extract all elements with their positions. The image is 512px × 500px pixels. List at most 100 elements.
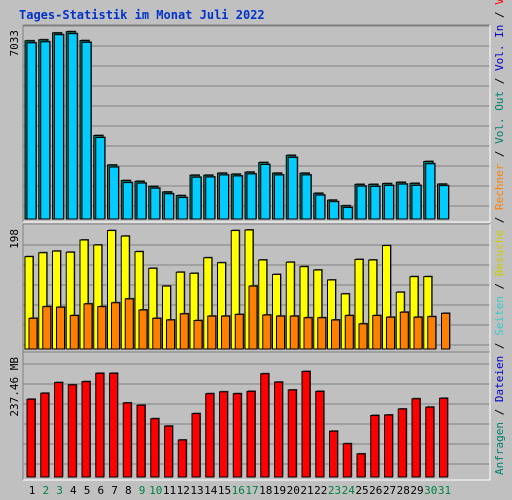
bar-rechner-day-20 bbox=[289, 315, 299, 350]
x-tick-label: 3 bbox=[56, 484, 63, 497]
x-tick-label: 15 bbox=[218, 484, 231, 497]
x-tick-label: 7 bbox=[111, 484, 118, 497]
legend-entry: / bbox=[493, 336, 506, 356]
bar-rechner-day-31 bbox=[441, 312, 450, 350]
bar-volumen-day-8 bbox=[122, 402, 132, 478]
x-tick-label: 18 bbox=[259, 484, 272, 497]
bar-volumen-day-21 bbox=[301, 370, 311, 478]
bar-volumen-day-4 bbox=[67, 384, 77, 478]
panel-2: 198 bbox=[8, 223, 491, 353]
bar-rechner-day-29 bbox=[413, 316, 423, 350]
x-tick-label: 29 bbox=[410, 484, 423, 497]
legend-entry: / bbox=[493, 71, 506, 91]
bar-volumen-day-15 bbox=[219, 391, 228, 478]
legend-entry: / bbox=[493, 276, 506, 296]
bar-rechner-day-10 bbox=[152, 317, 162, 350]
bar-dateien-day-16 bbox=[232, 175, 243, 220]
legend-entry: Dateien bbox=[493, 356, 506, 402]
bar-volumen-day-16 bbox=[232, 393, 242, 478]
bar-volumen-day-22 bbox=[315, 390, 325, 478]
bar-volumen-day-29 bbox=[411, 398, 421, 478]
x-tick-label: 24 bbox=[342, 484, 356, 497]
bar-dateien-day-1 bbox=[26, 42, 37, 220]
bar-dateien-day-31 bbox=[439, 185, 449, 220]
bar-volumen-day-24 bbox=[342, 443, 352, 478]
x-tick-label: 6 bbox=[97, 484, 104, 497]
legend-entry: Besuche bbox=[493, 230, 506, 276]
bar-dateien-day-5 bbox=[81, 41, 92, 220]
bar-dateien-day-11 bbox=[164, 193, 174, 220]
legend-entry: / bbox=[493, 5, 506, 25]
bar-rechner-day-7 bbox=[111, 302, 120, 350]
bar-dateien-day-15 bbox=[219, 174, 229, 220]
bar-dateien-day-17 bbox=[246, 173, 257, 220]
bar-rechner-day-5 bbox=[83, 303, 93, 350]
bar-dateien-day-25 bbox=[356, 185, 367, 220]
x-tick-label: 10 bbox=[149, 484, 162, 497]
bar-volumen-day-7 bbox=[109, 372, 118, 478]
x-tick-label: 23 bbox=[328, 484, 341, 497]
x-tick-label: 9 bbox=[139, 484, 146, 497]
x-tick-label: 22 bbox=[314, 484, 327, 497]
bar-volumen-day-30 bbox=[425, 406, 435, 478]
bar-dateien-day-24 bbox=[342, 207, 353, 220]
x-tick-label: 5 bbox=[84, 484, 91, 497]
bar-volumen-day-14 bbox=[205, 393, 215, 478]
x-tick-label: 30 bbox=[424, 484, 437, 497]
bar-volumen-day-23 bbox=[329, 430, 338, 478]
bar-volumen-day-27 bbox=[384, 414, 393, 478]
bar-volumen-day-25 bbox=[356, 453, 366, 478]
x-tick-label: 25 bbox=[355, 484, 368, 497]
bar-rechner-day-4 bbox=[69, 315, 79, 350]
x-tick-label: 2 bbox=[42, 484, 49, 497]
bar-volumen-day-2 bbox=[40, 392, 50, 478]
bar-volumen-day-1 bbox=[26, 398, 36, 478]
bar-dateien-day-30 bbox=[425, 163, 436, 220]
bar-dateien-day-22 bbox=[315, 194, 326, 220]
legend-entry: Seiten bbox=[493, 296, 506, 336]
legend-entry: Anfragen bbox=[493, 422, 506, 475]
bar-dateien-day-3 bbox=[54, 34, 64, 220]
bar-volumen-day-19 bbox=[274, 381, 283, 478]
legend-entry: Volumen bbox=[493, 0, 506, 5]
bar-rechner-day-16 bbox=[234, 313, 244, 350]
x-tick-label: 20 bbox=[287, 484, 300, 497]
bar-rechner-day-3 bbox=[56, 306, 65, 350]
x-tick-label: 4 bbox=[70, 484, 77, 497]
bar-volumen-day-13 bbox=[191, 413, 201, 478]
bar-volumen-day-5 bbox=[81, 381, 91, 478]
bar-volumen-day-20 bbox=[287, 389, 297, 478]
bar-volumen-day-18 bbox=[260, 373, 270, 478]
legend-entry: Rechner bbox=[493, 163, 506, 210]
bar-dateien-day-6 bbox=[95, 137, 106, 220]
bar-volumen-day-17 bbox=[246, 390, 256, 478]
x-tick-label: 8 bbox=[125, 484, 132, 497]
bar-dateien-day-18 bbox=[260, 164, 271, 220]
bar-dateien-day-4 bbox=[67, 33, 78, 220]
bar-volumen-day-10 bbox=[150, 418, 160, 478]
legend-entry: / bbox=[493, 210, 506, 230]
bar-rechner-day-18 bbox=[262, 314, 272, 350]
x-tick-label: 26 bbox=[369, 484, 382, 497]
x-tick-label: 21 bbox=[300, 484, 313, 497]
x-tick-label: 27 bbox=[383, 484, 396, 497]
bar-dateien-day-7 bbox=[109, 166, 119, 220]
bar-rechner-day-8 bbox=[124, 298, 134, 350]
bar-volumen-day-12 bbox=[177, 439, 187, 478]
x-tick-label: 11 bbox=[163, 484, 176, 497]
bar-rechner-day-17 bbox=[248, 285, 258, 350]
bar-dateien-day-26 bbox=[370, 185, 381, 220]
legend-entry: / bbox=[493, 144, 506, 164]
right-legend: Anfragen / Dateien / Seiten / Besuche / … bbox=[493, 0, 506, 475]
bar-rechner-day-25 bbox=[358, 323, 368, 350]
bar-volumen-day-11 bbox=[164, 425, 173, 478]
x-tick-label: 12 bbox=[177, 484, 190, 497]
bar-volumen-day-6 bbox=[95, 372, 105, 478]
bar-dateien-day-21 bbox=[301, 174, 312, 220]
bar-rechner-day-22 bbox=[317, 317, 327, 350]
legend-entry: / bbox=[493, 402, 506, 422]
bar-rechner-day-1 bbox=[28, 317, 38, 350]
x-tick-label: 31 bbox=[438, 484, 451, 497]
bar-dateien-day-28 bbox=[397, 183, 408, 220]
